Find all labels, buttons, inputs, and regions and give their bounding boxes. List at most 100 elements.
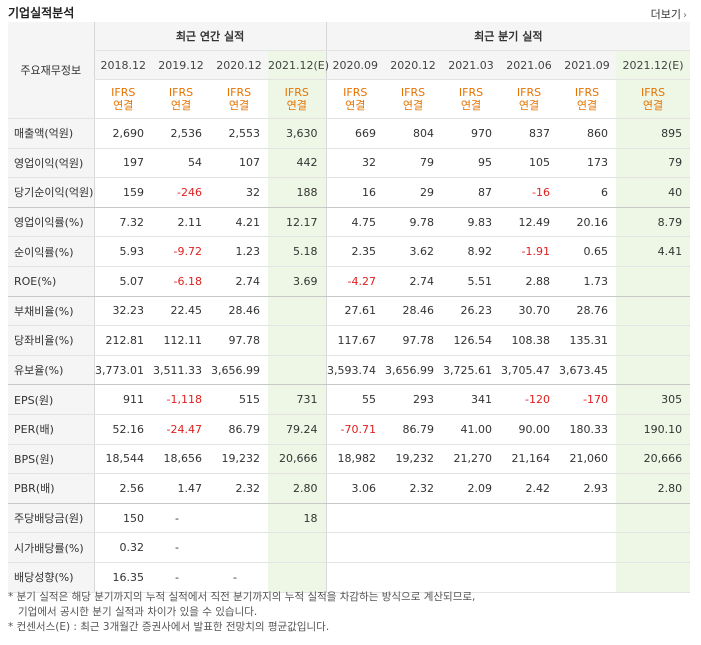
table-cell: 18,544 — [93, 444, 152, 475]
table-cell: 108.38 — [500, 325, 559, 356]
table-cell — [268, 355, 327, 386]
table-cell: 18 — [268, 503, 327, 534]
table-cell: 197 — [93, 148, 152, 179]
table-cell: 2.35 — [325, 236, 385, 267]
table-cell: 40 — [616, 177, 691, 208]
table-row: 부채비율(%) 32.23 22.45 28.46 27.61 28.46 26.23 30.… — [8, 296, 691, 327]
table-cell: 4.21 — [210, 207, 268, 238]
row-label: 당좌비율(%) — [8, 325, 94, 356]
ifrs-bottom-label: 연결 — [402, 99, 424, 112]
table-cell: - — [152, 562, 210, 593]
more-link[interactable]: 더보기 › — [651, 6, 687, 22]
table-row: 영업이익률(%) 7.32 2.11 4.21 12.17 4.75 9.78 9.83 12.… — [8, 207, 691, 238]
table-cell: 3,773.01 — [93, 355, 152, 386]
table-cell: 3.69 — [268, 266, 327, 297]
table-cell: 4.41 — [616, 236, 691, 267]
table-cell: 837 — [500, 118, 559, 149]
table-cell: 2,690 — [93, 118, 152, 149]
table-cell: 515 — [210, 384, 268, 415]
table-cell: 3,656.99 — [210, 355, 268, 386]
ifrs-badge: IFRS 연결 — [325, 79, 385, 119]
table-cell: 731 — [268, 384, 327, 415]
table-cell: 26.23 — [442, 296, 501, 327]
table-cell: 21,164 — [500, 444, 559, 475]
table-cell: 90.00 — [500, 414, 559, 445]
table-cell — [210, 532, 268, 563]
table-cell: 1.47 — [152, 473, 210, 504]
ifrs-bottom-label: 연결 — [228, 99, 250, 112]
ifrs-badge: IFRS 연결 — [152, 79, 210, 119]
table-row: 영업이익(억원) 197 54 107 442 32 79 95 105 173 79 — [8, 148, 691, 179]
table-cell: 3,725.61 — [442, 355, 501, 386]
table-cell — [268, 532, 327, 563]
table-cell: 107 — [210, 148, 268, 179]
table-cell: 2,553 — [210, 118, 268, 149]
table-cell: 2.74 — [384, 266, 443, 297]
table-cell: 16.35 — [93, 562, 152, 593]
table-cell — [616, 325, 691, 356]
table-cell: 16 — [325, 177, 385, 208]
table-cell: 2.93 — [558, 473, 617, 504]
table-cell: 19,232 — [210, 444, 268, 475]
table-cell: 28.46 — [384, 296, 443, 327]
row-label: 배당성향(%) — [8, 562, 94, 593]
ifrs-top-label: IFRS — [640, 86, 666, 99]
table-cell: 126.54 — [442, 325, 501, 356]
table-cell: 150 — [93, 503, 152, 534]
ifrs-bottom-label: 연결 — [518, 99, 540, 112]
table-cell: 30.70 — [500, 296, 559, 327]
table-row: 배당성향(%) 16.35- - — [8, 562, 691, 593]
table-cell: 293 — [384, 384, 443, 415]
table-cell: 2.80 — [616, 473, 691, 504]
table-cell: 27.61 — [325, 296, 385, 327]
table-cell — [442, 562, 501, 593]
corner-label: 주요재무정보 — [8, 22, 94, 119]
table-cell: 12.49 — [500, 207, 559, 238]
table-cell: - — [152, 503, 210, 534]
table-cell: 12.17 — [268, 207, 327, 238]
table-cell: 3,705.47 — [500, 355, 559, 386]
table-cell — [616, 562, 691, 593]
table-cell: 20.16 — [558, 207, 617, 238]
table-cell: 32.23 — [93, 296, 152, 327]
table-cell: 20,666 — [268, 444, 327, 475]
table-cell: 190.10 — [616, 414, 691, 445]
table-cell: 5.93 — [93, 236, 152, 267]
period-header: 2020.09 — [325, 50, 385, 80]
table-cell — [500, 532, 559, 563]
table-cell — [268, 562, 327, 593]
table-cell: 21,270 — [442, 444, 501, 475]
ifrs-top-label: IFRS — [226, 86, 252, 99]
row-label: 주당배당금(원) — [8, 503, 94, 534]
table-cell: 3.62 — [384, 236, 443, 267]
table-cell: 7.32 — [93, 207, 152, 238]
ifrs-badge: IFRS 연결 — [268, 79, 327, 119]
ifrs-bottom-label: 연결 — [113, 99, 134, 112]
footnote-2: 기업에서 공시한 분기 실적과 차이가 있을 수 있습니다. — [18, 606, 258, 618]
table-cell: 2.42 — [500, 473, 559, 504]
table-cell: 341 — [442, 384, 501, 415]
row-label: 매출액(억원) — [8, 118, 94, 149]
table-cell: 173 — [558, 148, 617, 179]
row-label: 부채비율(%) — [8, 296, 94, 327]
table-cell: 87 — [442, 177, 501, 208]
table-cell — [442, 532, 501, 563]
table-cell: 86.79 — [210, 414, 268, 445]
ifrs-bottom-label: 연결 — [345, 99, 366, 112]
table-cell: 97.78 — [384, 325, 443, 356]
period-header: 2021.06 — [500, 50, 559, 80]
table-cell: 52.16 — [93, 414, 152, 445]
table-cell — [325, 532, 385, 563]
ifrs-badge: IFRS 연결 — [558, 79, 617, 119]
ifrs-top-label: IFRS — [343, 86, 368, 99]
ifrs-top-label: IFRS — [168, 86, 194, 99]
table-cell: 8.92 — [442, 236, 501, 267]
table-row: 당기순이익(억원) 159 -246 32 188 16 29 87 -16 6 40 — [8, 177, 691, 208]
group-quarter: 최근 분기 실적 — [325, 22, 691, 51]
table-cell: 2.56 — [93, 473, 152, 504]
table-cell: 442 — [268, 148, 327, 179]
period-header: 2019.12 — [152, 50, 210, 80]
table-cell: -170 — [558, 384, 617, 415]
table-row: ROE(%) 5.07 -6.18 2.74 3.69 -4.27 2.74 5.51 2.88… — [8, 266, 691, 297]
table-cell: 117.67 — [325, 325, 385, 356]
